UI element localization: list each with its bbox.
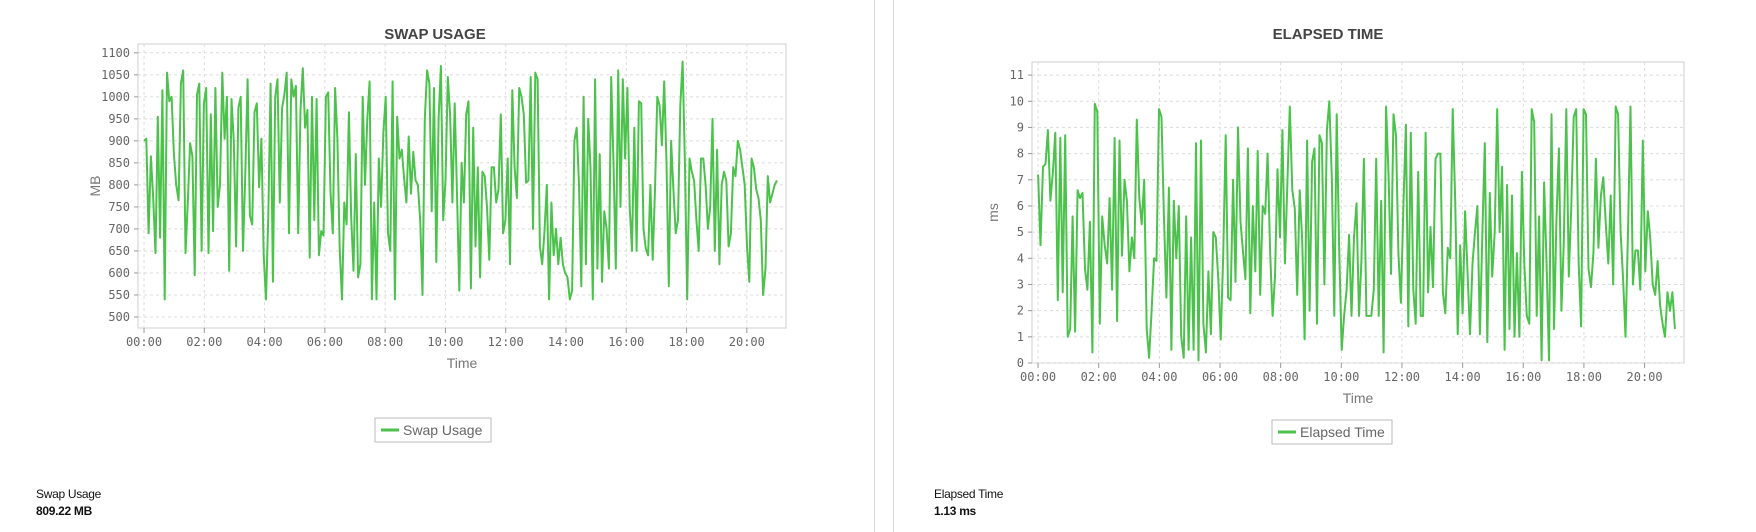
y-tick-label: 1050 — [101, 68, 130, 82]
legend: Swap Usage — [374, 417, 492, 443]
x-tick-label: 20:00 — [729, 335, 765, 349]
y-tick-label: 1 — [1017, 330, 1024, 344]
x-tick-label: 02:00 — [186, 335, 222, 349]
x-tick-label: 18:00 — [668, 335, 704, 349]
x-tick-label: 08:00 — [1263, 370, 1299, 384]
x-tick-label: 00:00 — [1020, 370, 1056, 384]
y-tick-label: 550 — [108, 288, 130, 302]
x-tick-label: 06:00 — [1202, 370, 1238, 384]
y-tick-label: 850 — [108, 156, 130, 170]
y-tick-label: 7 — [1017, 173, 1024, 187]
y-tick-label: 1000 — [101, 90, 130, 104]
y-tick-label: 600 — [108, 266, 130, 280]
x-tick-label: 14:00 — [1445, 370, 1481, 384]
y-tick-label: 3 — [1017, 277, 1024, 291]
summary-value: 809.22 MB — [36, 504, 92, 518]
y-tick-label: 500 — [108, 310, 130, 324]
x-tick-label: 20:00 — [1627, 370, 1663, 384]
x-axis-label: Time — [1343, 390, 1374, 406]
series-line — [1037, 100, 1676, 362]
x-tick-label: 02:00 — [1081, 370, 1117, 384]
x-tick-label: 04:00 — [247, 335, 283, 349]
legend-label: Elapsed Time — [1300, 424, 1385, 440]
y-tick-label: 800 — [108, 178, 130, 192]
summary-value: 1.13 ms — [934, 504, 976, 518]
legend-label: Swap Usage — [403, 422, 483, 438]
y-axis-label: MB — [87, 176, 103, 197]
x-tick-label: 04:00 — [1141, 370, 1177, 384]
x-tick-label: 12:00 — [488, 335, 524, 349]
y-tick-label: 8 — [1017, 147, 1024, 161]
elapsed-time-summary: Elapsed Time 1.13 ms — [934, 487, 1003, 518]
elapsed-time-panel: ELAPSED TIME 0 1 2 3 4 5 6 7 8 9 10 11 00:00 02:00 04:0… — [893, 0, 1756, 532]
y-tick-label: 4 — [1017, 251, 1024, 265]
y-tick-label: 6 — [1017, 199, 1024, 213]
y-tick-label: 11 — [1010, 68, 1024, 82]
y-tick-label: 700 — [108, 222, 130, 236]
y-axis-label: ms — [985, 203, 1001, 222]
y-tick-label: 5 — [1017, 225, 1024, 239]
x-tick-label: 00:00 — [126, 335, 162, 349]
series-line — [143, 60, 778, 301]
x-tick-label: 10:00 — [1323, 370, 1359, 384]
summary-label: Elapsed Time — [934, 487, 1004, 501]
x-tick-label: 16:00 — [1505, 370, 1541, 384]
swap-usage-panel: SWAP USAGE 500 550 600 650 700 750 800 850 900 950… — [0, 0, 875, 532]
x-tick-label: 08:00 — [367, 335, 403, 349]
plot-area — [1031, 61, 1685, 364]
y-tick-label: 10 — [1010, 94, 1024, 108]
x-tick-label: 12:00 — [1384, 370, 1420, 384]
x-tick-label: 10:00 — [427, 335, 463, 349]
chart-title: SWAP USAGE — [384, 26, 485, 43]
legend: Elapsed Time — [1271, 419, 1393, 445]
swap-usage-summary: Swap Usage 809.22 MB — [36, 487, 101, 518]
y-tick-label: 9 — [1017, 120, 1024, 134]
y-tick-label: 2 — [1017, 304, 1024, 318]
y-tick-label: 900 — [108, 134, 130, 148]
x-axis-label: Time — [447, 355, 478, 371]
summary-label: Swap Usage — [36, 487, 102, 501]
y-tick-label: 650 — [108, 244, 130, 258]
chart-title: ELAPSED TIME — [1273, 26, 1384, 43]
y-tick-label: 950 — [108, 112, 130, 126]
x-tick-label: 14:00 — [548, 335, 584, 349]
y-tick-label: 750 — [108, 200, 130, 214]
swap-usage-chart: SWAP USAGE 500 550 600 650 700 750 800 850 900 950… — [87, 26, 787, 443]
y-tick-label: 1100 — [101, 46, 130, 60]
elapsed-time-chart: ELAPSED TIME 0 1 2 3 4 5 6 7 8 9 10 11 00:00 02:00 04:0… — [985, 26, 1685, 445]
x-tick-label: 18:00 — [1566, 370, 1602, 384]
y-tick-label: 0 — [1017, 356, 1024, 370]
x-tick-label: 06:00 — [307, 335, 343, 349]
x-tick-label: 16:00 — [608, 335, 644, 349]
